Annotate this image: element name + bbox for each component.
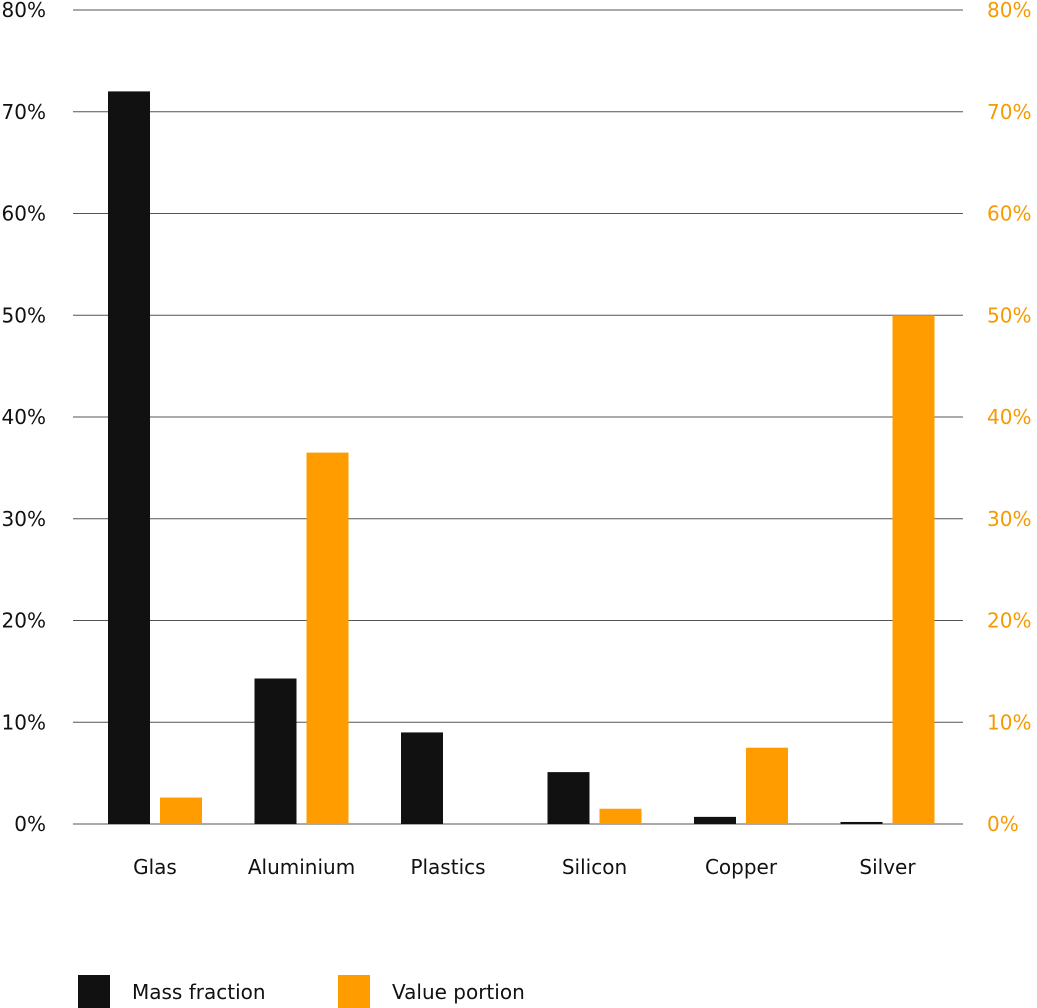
category-label-silver: Silver xyxy=(859,855,916,879)
right-tick-label-10: 10% xyxy=(987,710,1031,734)
bar-mass-fraction-glas xyxy=(108,91,150,824)
category-label-plastics: Plastics xyxy=(410,855,485,879)
right-axis-tick-labels: 0% 10% 20% 30% 40% 50% 60% 70% 80% xyxy=(987,0,1031,836)
bar-mass-fraction-silicon xyxy=(547,772,590,824)
right-tick-label-30: 30% xyxy=(987,507,1031,531)
left-tick-label-20: 20% xyxy=(2,609,46,633)
legend-label-value-portion: Value portion xyxy=(392,980,525,1004)
legend-label-mass-fraction: Mass fraction xyxy=(132,980,266,1004)
left-tick-label-70: 70% xyxy=(2,100,46,124)
bar-mass-fraction-copper xyxy=(694,816,736,824)
left-tick-label-60: 60% xyxy=(2,202,46,226)
left-tick-label-50: 50% xyxy=(2,303,46,327)
category-label-glas: Glas xyxy=(133,855,177,879)
bar-value-portion-copper xyxy=(746,747,788,824)
category-labels: Glas Aluminium Plastics Silicon Copper Silver xyxy=(133,855,916,879)
left-tick-label-40: 40% xyxy=(2,405,46,429)
legend: Mass fraction Value portion xyxy=(78,975,525,1008)
category-label-copper: Copper xyxy=(705,855,778,879)
right-tick-label-40: 40% xyxy=(987,405,1031,429)
left-tick-label-10: 10% xyxy=(2,710,46,734)
bar-mass-fraction-plastics xyxy=(401,732,443,824)
bar-mass-fraction-aluminium xyxy=(254,678,297,824)
right-tick-label-0: 0% xyxy=(987,812,1019,836)
legend-swatch-value-portion xyxy=(338,975,370,1008)
legend-item-mass-fraction: Mass fraction xyxy=(78,975,266,1008)
bar-value-portion-silicon xyxy=(599,808,642,824)
gridlines xyxy=(73,9,963,825)
left-axis-tick-labels: 0% 10% 20% 30% 40% 50% 60% 70% 80% xyxy=(2,0,46,836)
legend-swatch-mass-fraction xyxy=(78,975,110,1008)
bars xyxy=(108,91,935,824)
bar-value-portion-glas xyxy=(160,797,202,824)
bar-value-portion-silver xyxy=(892,315,935,824)
bar-value-portion-aluminium xyxy=(306,452,349,824)
category-label-silicon: Silicon xyxy=(562,855,627,879)
right-tick-label-60: 60% xyxy=(987,202,1031,226)
left-tick-label-30: 30% xyxy=(2,507,46,531)
left-tick-label-0: 0% xyxy=(14,812,46,836)
bar-mass-fraction-silver xyxy=(840,821,883,824)
right-tick-label-20: 20% xyxy=(987,609,1031,633)
right-tick-label-70: 70% xyxy=(987,100,1031,124)
right-tick-label-80: 80% xyxy=(987,0,1031,22)
category-label-aluminium: Aluminium xyxy=(248,855,355,879)
legend-item-value-portion: Value portion xyxy=(338,975,525,1008)
right-tick-label-50: 50% xyxy=(987,303,1031,327)
left-tick-label-80: 80% xyxy=(2,0,46,22)
